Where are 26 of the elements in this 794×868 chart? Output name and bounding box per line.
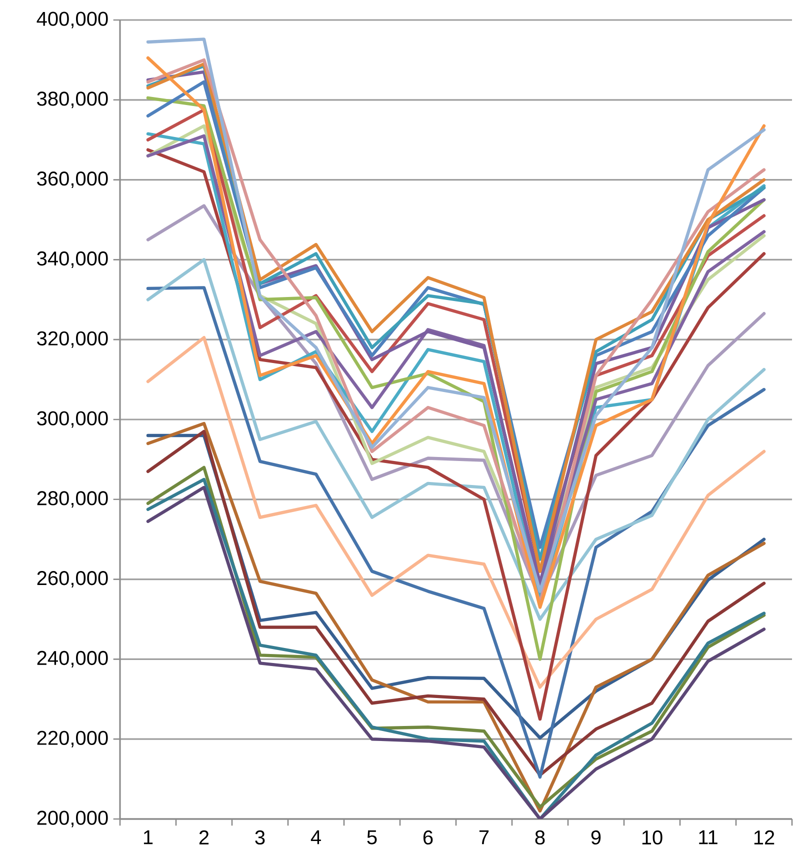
x-tick-label: 7: [479, 830, 489, 844]
x-tick-label: 1: [144, 830, 153, 844]
x-tick-label: 2: [199, 830, 209, 844]
x-tick-label: 6: [423, 830, 433, 845]
line-series: [146, 336, 766, 689]
x-tick-label: 3: [255, 830, 265, 845]
y-tick-label: 320,000: [37, 331, 108, 348]
line-series: [146, 258, 766, 621]
x-tick-label: 12: [754, 830, 774, 844]
x-tick-label: 9: [591, 830, 601, 845]
y-tick-label: 240,000: [37, 650, 108, 668]
y-tick-label: 340,000: [37, 251, 108, 268]
y-tick-label: 260,000: [37, 571, 108, 588]
x-tick-label: 8: [535, 830, 545, 845]
x-tick-label: 4: [310, 830, 321, 844]
x-tick-label: 11: [699, 830, 718, 844]
y-tick-label: 280,000: [37, 491, 108, 508]
y-tick-label: 220,000: [37, 730, 108, 748]
x-tick-label: 10: [642, 830, 662, 845]
x-tick-label: 5: [367, 830, 377, 844]
y-tick-label: 200,000: [37, 810, 108, 828]
y-tick-label: 400,000: [36, 12, 108, 28]
y-tick-label: 300,000: [37, 411, 108, 428]
y-tick-label: 380,000: [37, 92, 108, 108]
line-series: [146, 286, 766, 779]
y-tick-label: 360,000: [37, 172, 108, 188]
